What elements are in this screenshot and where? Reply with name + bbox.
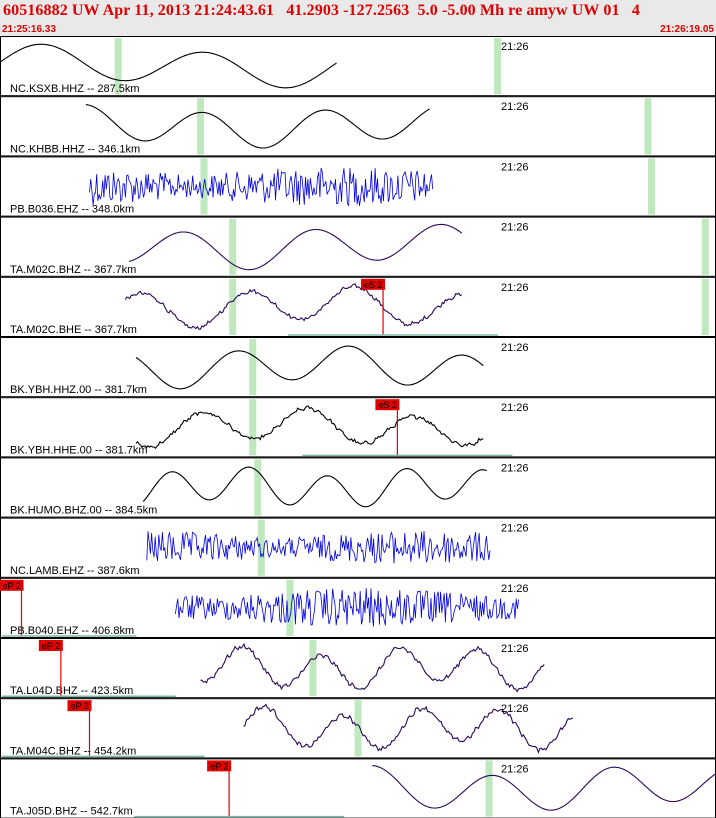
event-title: 60516882 UW Apr 11, 2013 21:24:43.61 41.…: [3, 2, 640, 19]
trace-panel[interactable]: 21:26 TA.M04C.BHZ -- 454.2km eP 2: [0, 698, 716, 759]
time-tick-label: 21:26: [501, 763, 529, 775]
phase-marker-band: [309, 640, 317, 697]
pick-flag[interactable]: [67, 700, 92, 712]
pick-flag-label: eS 2: [364, 280, 383, 290]
station-label: BK.YBH.HHE.00 -- 381.7km: [10, 444, 148, 456]
time-tick-label: 21:26: [501, 222, 529, 234]
time-tick-label: 21:26: [501, 342, 529, 354]
time-tick-label: 21:26: [501, 161, 529, 173]
phase-marker-band: [229, 218, 237, 275]
phase-marker-band: [249, 399, 257, 456]
trace-panel[interactable]: 21:26 BK.YBH.HHE.00 -- 381.7km eS 2: [0, 397, 716, 458]
trace-panel[interactable]: 21:26 PB.B036.EHZ -- 348.0km: [0, 156, 716, 217]
trace-panel[interactable]: 21:26 TA.M02C.BHZ -- 367.7km: [0, 216, 716, 277]
station-label: PB.B040.EHZ -- 406.8km: [10, 625, 134, 637]
time-tick-label: 21:26: [501, 703, 529, 715]
pick-flag[interactable]: [0, 579, 24, 591]
time-tick-label: 21:26: [501, 101, 529, 113]
time-tick-label: 21:26: [501, 402, 529, 414]
phase-marker-band: [644, 98, 652, 155]
seismic-trace: [146, 531, 491, 564]
seismic-trace: [85, 104, 430, 149]
seismic-trace: [128, 223, 463, 271]
station-label: TA.M02C.BHZ -- 367.7km: [10, 264, 136, 276]
seismic-trace: [142, 466, 488, 508]
seismic-trace: [200, 642, 545, 693]
seismic-trace: [124, 283, 463, 330]
station-label: TA.M04C.BHZ -- 454.2km: [10, 745, 136, 757]
station-label: TA.J05D.BHZ -- 542.7km: [10, 806, 133, 818]
window-start-time: 21:25:16.33: [2, 24, 56, 35]
pick-flag[interactable]: [207, 760, 232, 772]
seismic-trace: [89, 167, 434, 207]
time-tick-label: 21:26: [501, 523, 529, 535]
phase-marker-band: [354, 700, 362, 757]
phase-marker-band: [114, 38, 122, 95]
phase-marker-band: [196, 98, 204, 155]
station-label: NC.KSXB.HHZ -- 287.5km: [10, 83, 140, 95]
trace-panel[interactable]: 21:26 NC.KSXB.HHZ -- 287.5km: [0, 36, 716, 97]
pick-flag-label: eP 2: [42, 641, 60, 651]
time-tick-label: 21:26: [501, 462, 529, 474]
seismic-trace: [135, 345, 484, 390]
pick-flag-label: eP 2: [2, 581, 20, 591]
phase-marker-band: [701, 278, 709, 335]
station-label: BK.HUMO.BHZ.00 -- 384.5km: [10, 505, 157, 517]
phase-marker-band: [200, 158, 208, 215]
trace-panel[interactable]: 21:26 BK.YBH.HHZ.00 -- 381.7km: [0, 337, 716, 398]
window-end-time: 21:26:19.05: [660, 24, 714, 35]
phase-marker-band: [648, 158, 656, 215]
pick-flag[interactable]: [361, 278, 386, 290]
seismogram-panels[interactable]: 21:26 NC.KSXB.HHZ -- 287.5km 21:26 NC.KHBB.…: [0, 36, 716, 818]
trace-panel[interactable]: 21:26 NC.LAMB.EHZ -- 387.6km: [0, 517, 716, 578]
phase-marker-band: [229, 278, 237, 335]
seismic-trace: [372, 765, 716, 811]
trace-panel[interactable]: 21:26 PB.B040.EHZ -- 406.8km eP 2: [0, 577, 716, 638]
phase-marker-band: [494, 38, 502, 95]
pick-flag[interactable]: [38, 640, 63, 651]
event-header: 60516882 UW Apr 11, 2013 21:24:43.61 41.…: [0, 0, 716, 36]
trace-panel[interactable]: 21:26 NC.KHBB.HHZ -- 346.1km: [0, 96, 716, 157]
station-label: TA.M02C.BHE -- 367.7km: [10, 324, 137, 336]
trace-panel[interactable]: 21:26 BK.HUMO.BHZ.00 -- 384.5km: [0, 457, 716, 518]
station-label: TA.L04D.BHZ -- 423.5km: [10, 685, 133, 697]
phase-marker-band: [485, 760, 493, 817]
time-tick-label: 21:26: [501, 583, 529, 595]
phase-marker-band: [701, 218, 709, 275]
seismic-trace: [135, 405, 484, 449]
phase-marker-band: [254, 459, 262, 516]
time-tick-label: 21:26: [501, 41, 529, 53]
time-tick-label: 21:26: [501, 282, 529, 294]
time-tick-label: 21:26: [501, 643, 529, 655]
station-label: NC.LAMB.EHZ -- 387.6km: [10, 565, 140, 577]
phase-marker-band: [286, 579, 294, 636]
trace-panel[interactable]: 21:26 TA.J05D.BHZ -- 542.7km eP 2: [0, 758, 716, 818]
pick-flag-label: eP 2: [210, 761, 228, 771]
phase-marker-band: [249, 339, 257, 396]
phase-marker-band: [257, 519, 265, 576]
pick-flag[interactable]: [375, 399, 400, 411]
pick-flag-label: eP 2: [71, 701, 89, 711]
station-label: PB.B036.EHZ -- 348.0km: [10, 204, 134, 216]
station-label: BK.YBH.HHZ.00 -- 381.7km: [10, 384, 147, 396]
seismic-trace: [0, 43, 337, 89]
seismic-trace: [175, 588, 519, 627]
seismic-trace: [243, 703, 574, 754]
trace-panel[interactable]: 21:26 TA.M02C.BHE -- 367.7km eS 2: [0, 276, 716, 338]
pick-flag-label: eS 2: [378, 400, 397, 410]
station-label: NC.KHBB.HHZ -- 346.1km: [10, 143, 140, 155]
trace-panel[interactable]: 21:26 TA.L04D.BHZ -- 423.5km eP 2: [0, 638, 716, 699]
